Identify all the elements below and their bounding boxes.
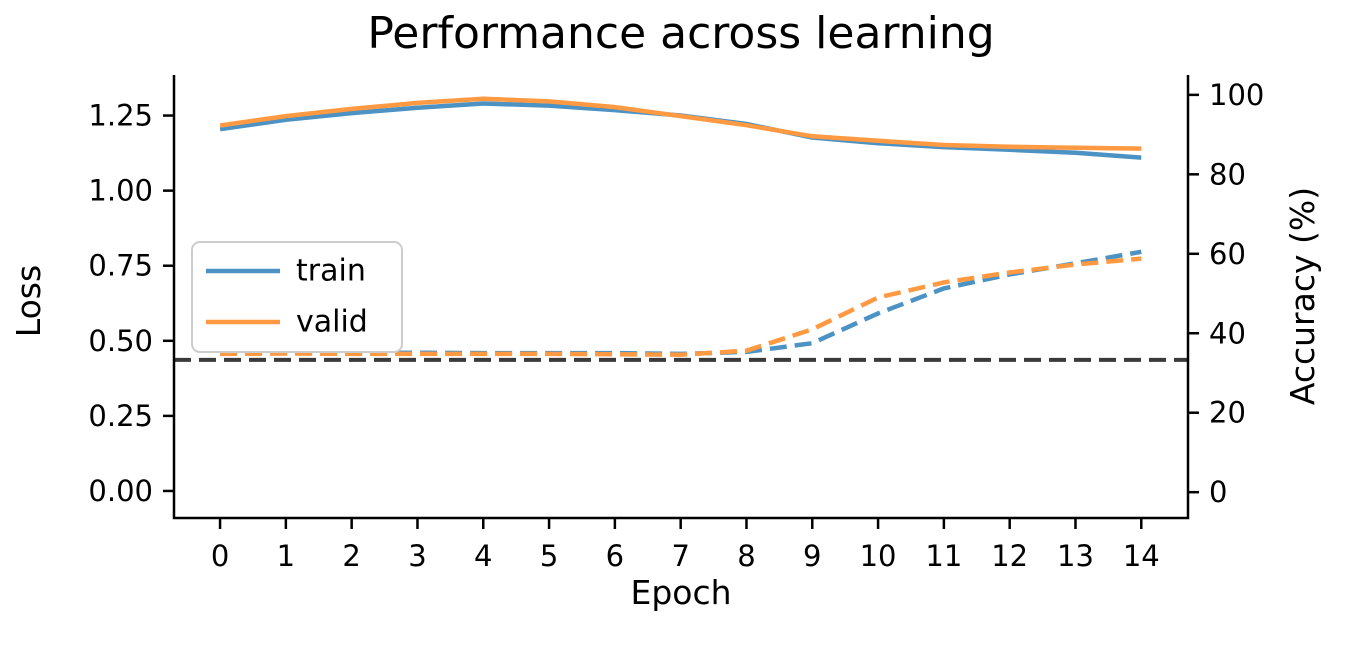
x-tick-label: 11 xyxy=(925,539,962,573)
x-axis-label: Epoch xyxy=(630,573,731,612)
x-tick-label: 12 xyxy=(991,539,1028,573)
legend: train valid xyxy=(191,241,403,353)
right-y-tick-label: 20 xyxy=(1209,396,1246,430)
x-tick-label: 13 xyxy=(1057,539,1094,573)
legend-label-train: train xyxy=(296,254,366,289)
left-y-axis-label: Loss xyxy=(9,265,48,337)
right-y-axis-label: Accuracy (%) xyxy=(1283,187,1322,405)
x-tick-label: 7 xyxy=(671,539,689,573)
right-y-tick-label: 40 xyxy=(1209,316,1246,350)
left-y-tick-label: 0.50 xyxy=(88,324,153,358)
x-tick-label: 3 xyxy=(408,539,426,573)
x-tick-label: 1 xyxy=(277,539,295,573)
left-y-tick-label: 0.00 xyxy=(88,474,153,508)
series-accuracy-valid-line xyxy=(220,256,1142,357)
left-y-tick-label: 0.25 xyxy=(88,399,153,433)
x-tick-label: 10 xyxy=(860,539,897,573)
left-y-tick-label: 1.00 xyxy=(88,174,153,208)
right-y-tick-label: 60 xyxy=(1209,237,1246,271)
right-y-tick-label: 80 xyxy=(1209,157,1246,191)
x-tick-label: 9 xyxy=(803,539,821,573)
x-tick-label: 8 xyxy=(737,539,755,573)
chart-title: Performance across learning xyxy=(367,8,994,59)
x-tick-label: 4 xyxy=(474,539,492,573)
left-y-tick-label: 1.25 xyxy=(88,99,153,133)
x-tick-label: 6 xyxy=(606,539,624,573)
right-y-tick-label: 0 xyxy=(1209,475,1227,509)
legend-label-valid: valid xyxy=(296,305,368,340)
series-loss-valid-line xyxy=(219,96,1142,151)
right-y-tick-label: 100 xyxy=(1209,78,1264,112)
axes-group: 0 1 2 3 4 5 6 7 8 9 10 11 12 13 140.000.250.500.751.00… xyxy=(88,75,1264,573)
x-tick-label: 5 xyxy=(540,539,558,573)
x-tick-label: 0 xyxy=(211,539,229,573)
left-y-tick-label: 0.75 xyxy=(88,249,153,283)
x-tick-label: 2 xyxy=(342,539,360,573)
x-tick-label: 14 xyxy=(1123,539,1160,573)
series-loss-train-line xyxy=(219,101,1142,160)
